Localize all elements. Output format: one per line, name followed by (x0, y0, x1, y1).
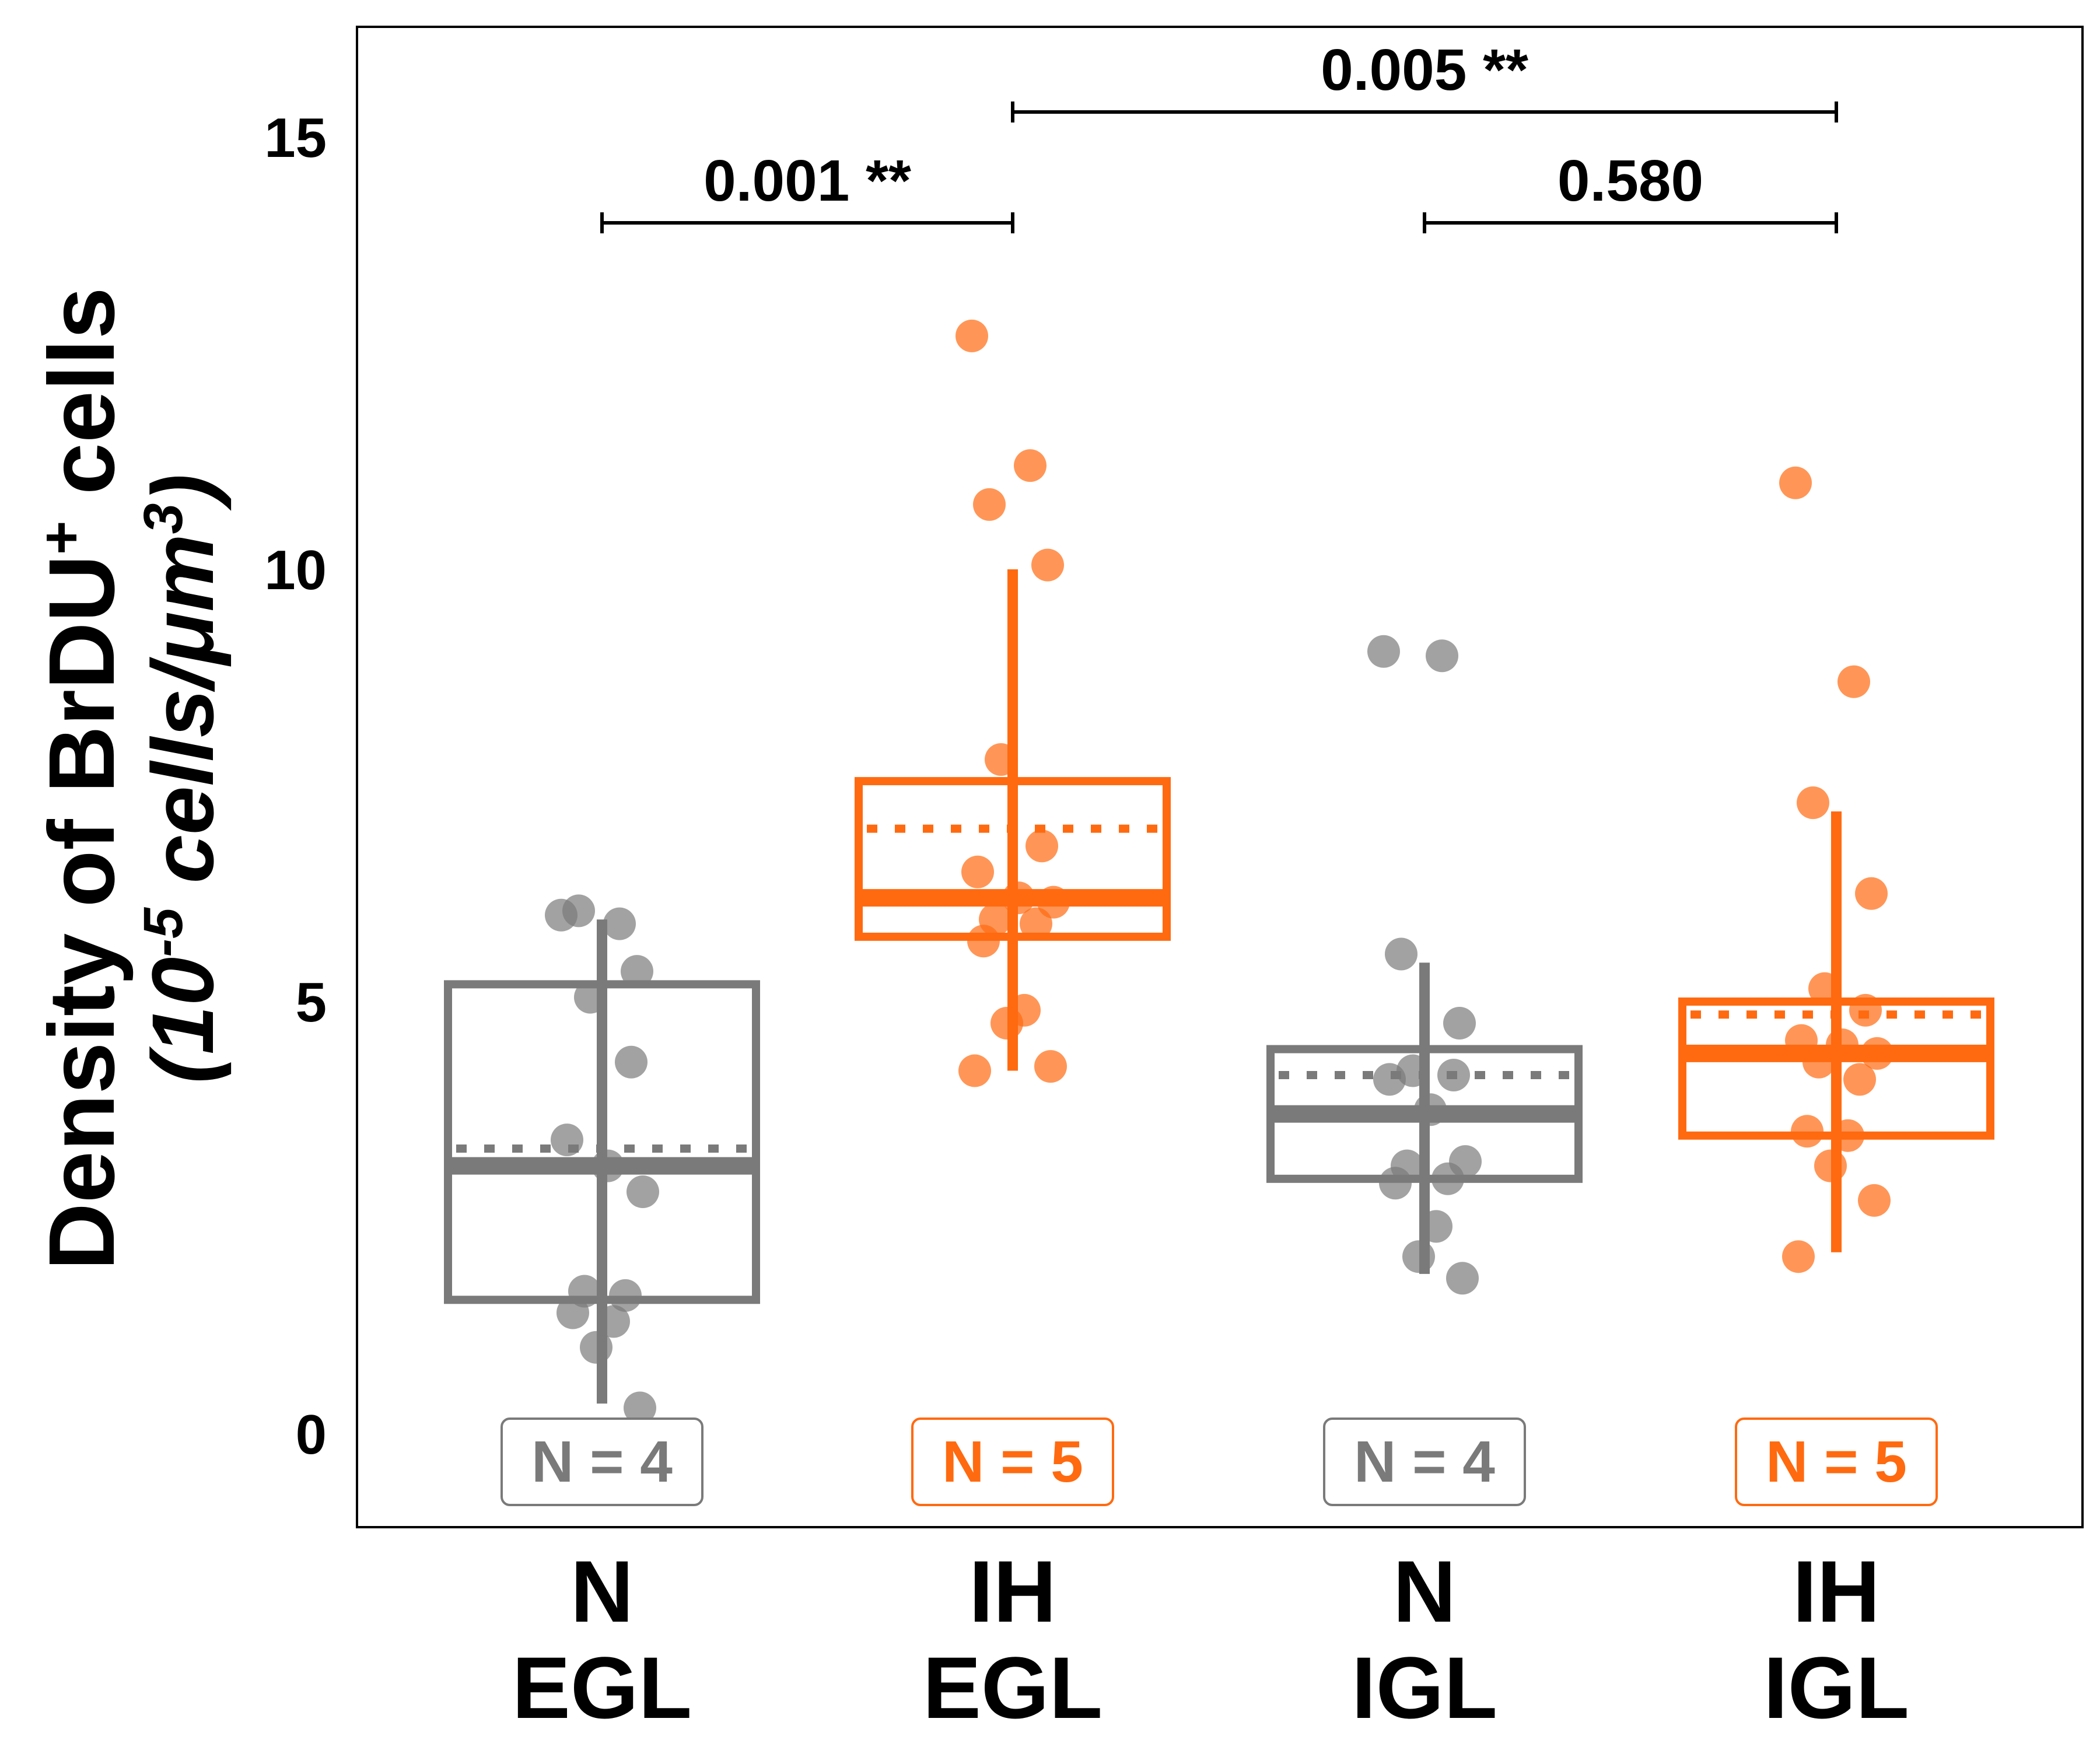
n-label-box (1323, 1418, 1526, 1506)
ylabel-line2-open: (10 (134, 957, 232, 1084)
y-tick-label: 15 (264, 107, 327, 169)
box-iqr (855, 777, 1171, 941)
data-point (1034, 1050, 1067, 1083)
data-point (1855, 877, 1888, 910)
box-groups: N = 4 N = 5 N = 4 N = 5 (444, 319, 1994, 1506)
y-axis-label-line1: Density of BrDU+ cells (29, 287, 134, 1270)
category-label-top: N (570, 1542, 634, 1640)
data-point (1026, 830, 1058, 863)
n-label: N = 5 (942, 1429, 1083, 1494)
y-tick-label: 10 (264, 539, 327, 601)
ylabel-line2-sup1: -5 (132, 907, 194, 957)
data-point (556, 1296, 589, 1329)
data-point (580, 1331, 612, 1364)
y-tick-label: 0 (296, 1404, 327, 1466)
data-point (1814, 1149, 1847, 1182)
n-label: N = 4 (531, 1429, 673, 1494)
p-value-label: 0.580 (1558, 148, 1703, 214)
data-point (1426, 639, 1458, 673)
data-point (626, 1175, 659, 1209)
data-point (1373, 1063, 1406, 1096)
box-group: N = 5 (1678, 466, 1994, 1506)
p-value-label: 0.001 ** (704, 148, 911, 214)
ylabel-line1-main: Density of BrDU (29, 555, 134, 1270)
box-iqr (444, 980, 760, 1304)
category-label-bottom: IGL (1352, 1639, 1497, 1737)
p-value-label: 0.005 ** (1321, 37, 1528, 103)
y-axis-label-line2: (10-5 cells/μm3) (132, 474, 232, 1084)
data-point (1791, 1115, 1824, 1148)
category-label-bottom: EGL (923, 1639, 1102, 1737)
data-point (1379, 1167, 1412, 1200)
y-axis-ticks: 0 5 10 15 (264, 107, 327, 1466)
data-point (1446, 1262, 1479, 1295)
box-group: N = 5 (855, 319, 1171, 1506)
data-point (621, 955, 653, 988)
data-point (1808, 972, 1841, 1005)
data-point (1838, 665, 1870, 698)
data-point (1437, 1058, 1470, 1091)
data-point (961, 855, 994, 888)
box-iqr (1266, 1045, 1583, 1183)
data-point (1385, 937, 1418, 971)
data-point (1782, 1240, 1815, 1273)
data-point (1420, 1210, 1452, 1243)
data-point (551, 1124, 583, 1157)
data-point (973, 488, 1006, 521)
comparison-bracket: 0.580 (1423, 148, 1838, 233)
ylabel-line2-mid: cells/μm (134, 534, 232, 908)
data-point (1779, 466, 1812, 499)
data-point (1367, 635, 1400, 668)
box-group: N = 4 (444, 894, 760, 1506)
category-label-top: IH (969, 1542, 1056, 1640)
data-point (985, 743, 1017, 776)
ylabel-line1-sup: + (29, 521, 94, 555)
comparison-bracket: 0.005 ** (1011, 37, 1838, 123)
n-label: N = 4 (1354, 1429, 1495, 1494)
category-label-top: N (1393, 1542, 1456, 1640)
data-point (1443, 1007, 1476, 1040)
data-point (1402, 1240, 1435, 1273)
data-point (609, 1279, 642, 1312)
data-point (958, 1054, 991, 1087)
data-point (603, 907, 636, 940)
n-label-box (911, 1418, 1114, 1506)
data-point (1843, 1063, 1876, 1096)
category-label-bottom: EGL (512, 1639, 692, 1737)
n-label-box (501, 1418, 704, 1506)
n-label-box (1735, 1418, 1938, 1506)
category-label-bottom: IGL (1763, 1639, 1909, 1737)
data-point (597, 1305, 630, 1338)
plot-frame (356, 26, 2084, 1528)
y-axis-label: Density of BrDU+ cells (10-5 cells/μm3) (29, 287, 232, 1270)
ylabel-line1-end: cells (29, 287, 134, 520)
data-point (624, 1391, 656, 1424)
data-point (1432, 1162, 1464, 1195)
data-point (1858, 1184, 1891, 1217)
ylabel-line2-sup2: 3 (132, 503, 194, 534)
data-point (967, 925, 1000, 958)
data-point (1832, 1119, 1864, 1152)
y-tick-label: 5 (296, 971, 327, 1034)
data-point (615, 1045, 648, 1079)
data-point (991, 1007, 1023, 1040)
box-group: N = 4 (1266, 635, 1583, 1506)
comparison-bracket: 0.001 ** (600, 148, 1014, 233)
data-point (956, 319, 988, 352)
data-point (574, 981, 607, 1014)
data-point (1020, 907, 1052, 940)
significance-comparisons: 0.001 ** 0.005 ** 0.580 (600, 37, 1838, 233)
n-label: N = 5 (1766, 1429, 1907, 1494)
data-point (1014, 449, 1046, 482)
category-label-top: IH (1793, 1542, 1880, 1640)
data-point (1031, 548, 1064, 582)
data-point (1797, 786, 1829, 820)
data-point (1849, 993, 1882, 1027)
data-point (562, 894, 595, 928)
